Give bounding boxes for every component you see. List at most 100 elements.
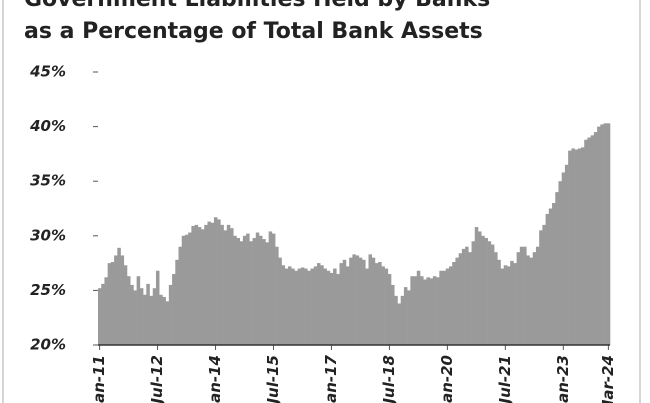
bar (352, 254, 356, 345)
bar (519, 246, 524, 345)
bar (230, 228, 234, 345)
bar (455, 257, 459, 345)
bar (217, 219, 221, 345)
bar (436, 277, 440, 345)
bar (474, 227, 479, 345)
bar (458, 253, 463, 345)
bar (197, 227, 202, 345)
bar (468, 252, 472, 345)
bar (481, 235, 485, 345)
y-tick-label: 30% (30, 226, 66, 244)
y-tick-label: 40% (29, 117, 66, 135)
bar (155, 270, 160, 345)
bar (371, 257, 376, 345)
bar (600, 124, 604, 345)
bar (181, 235, 186, 345)
bar (117, 247, 121, 345)
bar (561, 172, 566, 345)
bar (581, 147, 585, 345)
bar (368, 254, 373, 345)
bar (255, 232, 260, 345)
bar (387, 274, 392, 345)
bar (529, 257, 534, 345)
bar (593, 132, 598, 345)
bar (304, 268, 308, 345)
bar (101, 283, 105, 345)
bar (432, 276, 437, 345)
bar (442, 270, 447, 345)
bar (104, 277, 108, 345)
chart-title: as a Percentage of Total Bank Assets (24, 19, 483, 44)
bar (294, 270, 298, 345)
bar (201, 229, 205, 345)
bar (226, 224, 231, 345)
bar (374, 263, 379, 345)
bar (275, 246, 279, 345)
bar (249, 241, 253, 345)
bar (152, 288, 157, 345)
bar (162, 296, 166, 345)
y-tick-label: 45% (29, 63, 66, 81)
bar (523, 246, 527, 345)
bar (381, 266, 385, 345)
bar (130, 284, 134, 345)
bar (339, 263, 344, 345)
bar (178, 246, 183, 345)
bar (452, 262, 456, 345)
bar (139, 288, 144, 345)
bar (555, 192, 559, 345)
bar (210, 222, 215, 345)
bar (461, 248, 466, 345)
bar (120, 255, 125, 345)
bar (542, 224, 546, 345)
bar (558, 181, 562, 345)
bar (98, 288, 102, 345)
bar (246, 233, 250, 345)
bar (497, 259, 501, 345)
bar (606, 123, 611, 345)
bar (110, 262, 115, 345)
y-tick-label: 25% (30, 281, 66, 299)
bar (204, 224, 208, 345)
x-tick-label: Jul-18 (380, 355, 398, 403)
bar (262, 239, 266, 345)
bar (252, 237, 257, 345)
bar (526, 255, 530, 345)
bar (233, 235, 237, 345)
bar (281, 265, 286, 345)
x-tick-label: Jul-12 (148, 355, 166, 403)
bar (236, 237, 240, 345)
bar (223, 230, 228, 345)
bar (123, 265, 128, 345)
bar (188, 232, 192, 345)
bar (500, 268, 505, 345)
bar (300, 267, 305, 345)
bar (516, 252, 521, 345)
bar (416, 270, 421, 345)
bar (590, 135, 595, 345)
bar (336, 274, 340, 345)
bar (310, 268, 315, 345)
bar (391, 284, 395, 345)
bar (239, 241, 244, 345)
bar (165, 301, 170, 345)
bar (423, 279, 427, 345)
y-tick-label: 20% (30, 336, 66, 354)
bar (146, 283, 150, 345)
x-tick-label: Mar-24 (599, 355, 617, 403)
bar (329, 272, 334, 345)
x-tick-label: Jan-11 (90, 355, 108, 403)
bar (291, 268, 295, 345)
bar (487, 241, 492, 345)
bar (477, 231, 482, 345)
bar (494, 252, 498, 345)
bar (184, 234, 189, 345)
bar (400, 295, 405, 345)
bar (287, 266, 292, 345)
bar (532, 252, 537, 345)
bar (345, 266, 350, 345)
bar (574, 149, 579, 345)
bar (545, 213, 550, 345)
bar (510, 260, 514, 345)
bar (394, 295, 398, 345)
